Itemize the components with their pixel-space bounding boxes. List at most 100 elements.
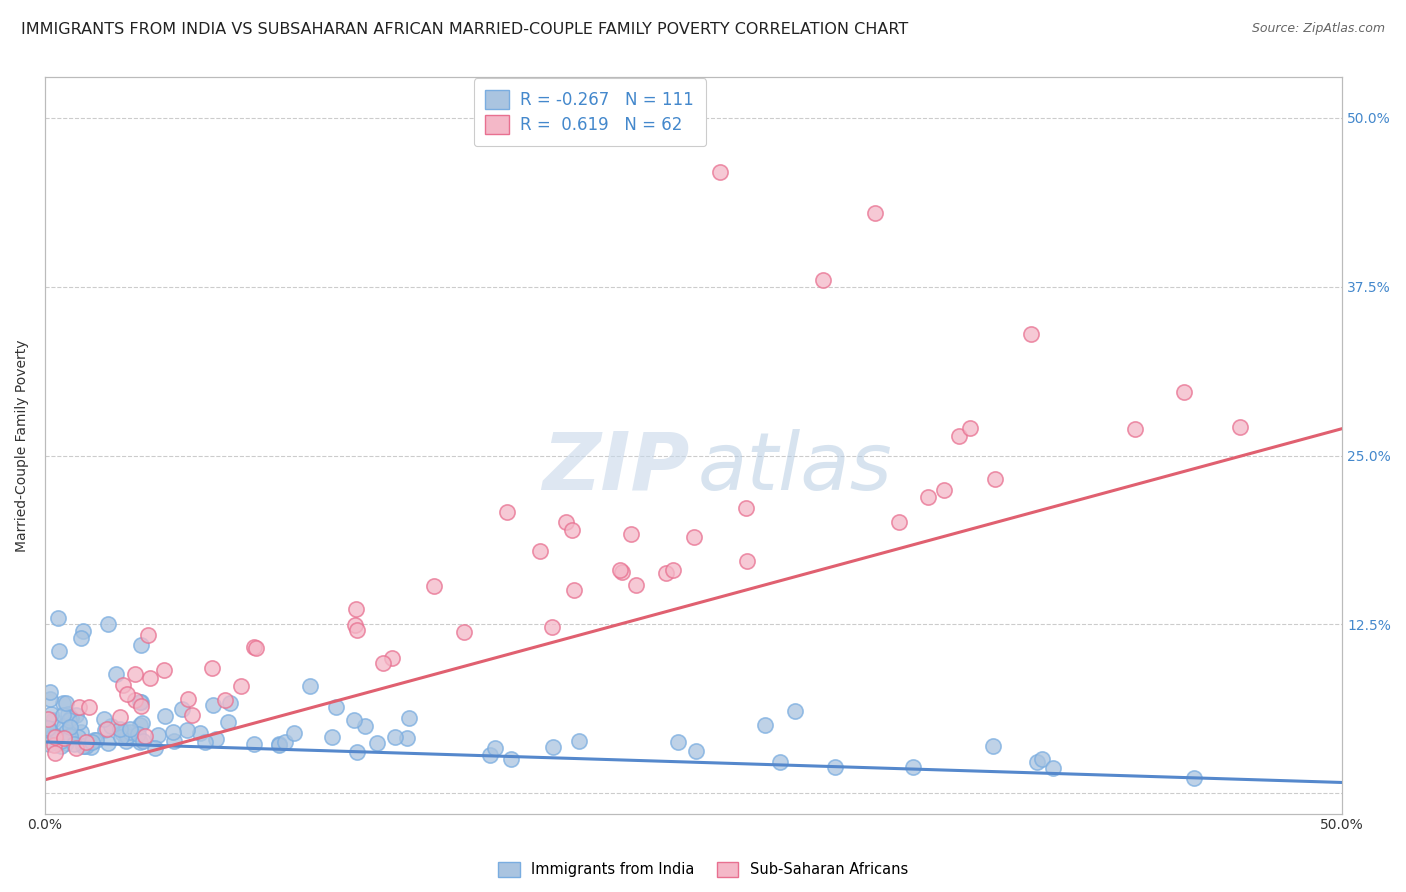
Point xyxy=(108,723,131,737)
Point xyxy=(75,735,97,749)
Point xyxy=(1123,422,1146,436)
Point xyxy=(479,747,502,762)
Point xyxy=(111,725,134,739)
Point xyxy=(108,710,131,724)
Point xyxy=(37,721,59,735)
Text: IMMIGRANTS FROM INDIA VS SUBSAHARAN AFRICAN MARRIED-COUPLE FAMILY POVERTY CORREL: IMMIGRANTS FROM INDIA VS SUBSAHARAN AFRI… xyxy=(21,22,908,37)
Point xyxy=(501,752,523,766)
Point xyxy=(41,730,63,744)
Point xyxy=(283,726,305,740)
Point xyxy=(162,724,184,739)
Point xyxy=(381,651,404,665)
Point xyxy=(83,733,105,747)
Point xyxy=(48,644,70,658)
Y-axis label: Married-Couple Family Poverty: Married-Couple Family Poverty xyxy=(15,339,30,552)
Point xyxy=(612,566,634,580)
Point xyxy=(72,624,94,639)
Point xyxy=(69,631,91,645)
Point xyxy=(865,205,887,219)
Point xyxy=(202,698,225,712)
Point xyxy=(67,714,90,729)
Point xyxy=(734,501,756,516)
Point xyxy=(423,579,446,593)
Point xyxy=(153,709,176,723)
Point xyxy=(496,505,519,519)
Point xyxy=(1031,751,1053,765)
Point xyxy=(73,739,96,753)
Point xyxy=(170,702,193,716)
Point xyxy=(75,737,97,751)
Point xyxy=(114,725,136,739)
Point xyxy=(181,707,204,722)
Point xyxy=(541,739,564,754)
Point xyxy=(42,728,65,742)
Point xyxy=(609,563,631,577)
Point xyxy=(128,718,150,732)
Point xyxy=(124,693,146,707)
Point xyxy=(59,720,82,734)
Point xyxy=(813,273,835,287)
Point xyxy=(96,722,118,736)
Point xyxy=(67,700,90,714)
Point xyxy=(201,661,224,675)
Point xyxy=(128,735,150,749)
Point xyxy=(52,696,75,710)
Point xyxy=(298,679,321,693)
Point xyxy=(568,733,591,747)
Point xyxy=(562,582,585,597)
Point xyxy=(84,732,107,747)
Point xyxy=(110,730,132,744)
Point xyxy=(118,723,141,737)
Point xyxy=(245,640,267,655)
Point xyxy=(97,736,120,750)
Point xyxy=(129,638,152,652)
Point xyxy=(219,696,242,710)
Point xyxy=(69,725,91,739)
Point xyxy=(343,618,366,632)
Text: atlas: atlas xyxy=(697,428,893,507)
Point xyxy=(45,735,67,749)
Point xyxy=(58,713,80,727)
Point xyxy=(77,700,100,714)
Point xyxy=(194,734,217,748)
Point xyxy=(177,692,200,706)
Point xyxy=(118,725,141,739)
Point xyxy=(60,711,83,725)
Point xyxy=(39,706,62,721)
Point xyxy=(129,699,152,714)
Point xyxy=(143,741,166,756)
Point xyxy=(205,732,228,747)
Point xyxy=(132,733,155,747)
Point xyxy=(139,671,162,685)
Point xyxy=(66,730,89,744)
Text: ZIP: ZIP xyxy=(543,428,690,507)
Point xyxy=(1184,771,1206,785)
Point xyxy=(366,736,388,750)
Text: Source: ZipAtlas.com: Source: ZipAtlas.com xyxy=(1251,22,1385,36)
Point xyxy=(769,755,792,769)
Point xyxy=(344,601,367,615)
Point xyxy=(42,714,65,728)
Point xyxy=(44,746,66,760)
Point xyxy=(484,741,506,756)
Point xyxy=(39,723,62,738)
Point xyxy=(662,563,685,577)
Point xyxy=(38,684,60,698)
Point xyxy=(44,729,66,743)
Point xyxy=(93,712,115,726)
Point xyxy=(346,745,368,759)
Point xyxy=(384,730,406,744)
Point xyxy=(214,693,236,707)
Point xyxy=(48,610,70,624)
Point xyxy=(56,707,79,722)
Point xyxy=(38,691,60,706)
Point xyxy=(115,733,138,747)
Point xyxy=(37,712,59,726)
Point xyxy=(1173,385,1195,400)
Point xyxy=(325,700,347,714)
Point xyxy=(59,729,82,743)
Point xyxy=(62,737,84,751)
Point xyxy=(1025,755,1047,769)
Point xyxy=(136,628,159,642)
Point xyxy=(80,739,103,754)
